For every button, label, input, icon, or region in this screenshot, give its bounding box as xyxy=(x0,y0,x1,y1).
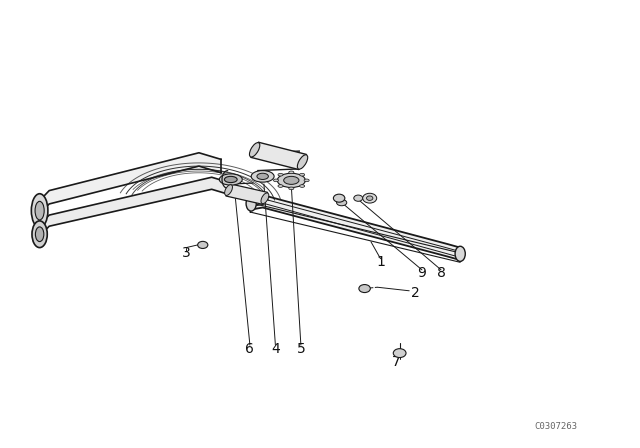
Text: C0307263: C0307263 xyxy=(534,422,577,431)
Ellipse shape xyxy=(284,177,299,185)
Ellipse shape xyxy=(225,177,237,183)
Polygon shape xyxy=(33,228,36,241)
Text: 2: 2 xyxy=(412,286,420,300)
Ellipse shape xyxy=(32,221,47,248)
Text: 8: 8 xyxy=(436,266,445,280)
Text: 4: 4 xyxy=(271,342,280,356)
Text: 7: 7 xyxy=(392,355,401,369)
Polygon shape xyxy=(36,153,221,217)
Ellipse shape xyxy=(367,196,373,200)
Ellipse shape xyxy=(337,199,347,206)
Ellipse shape xyxy=(251,171,274,182)
Polygon shape xyxy=(33,204,36,220)
Ellipse shape xyxy=(354,195,363,201)
Ellipse shape xyxy=(257,173,268,180)
Ellipse shape xyxy=(198,241,208,249)
Ellipse shape xyxy=(250,142,260,157)
Ellipse shape xyxy=(31,194,48,228)
Ellipse shape xyxy=(289,171,294,174)
Ellipse shape xyxy=(394,349,406,358)
Ellipse shape xyxy=(35,227,44,241)
Text: 9: 9 xyxy=(417,266,426,280)
Ellipse shape xyxy=(298,155,308,169)
Ellipse shape xyxy=(300,185,305,187)
Polygon shape xyxy=(226,184,268,204)
Ellipse shape xyxy=(246,196,256,211)
Text: 6: 6 xyxy=(246,342,254,356)
Ellipse shape xyxy=(289,187,294,190)
Ellipse shape xyxy=(300,173,305,176)
Polygon shape xyxy=(250,195,460,260)
Ellipse shape xyxy=(277,173,305,188)
Polygon shape xyxy=(36,177,234,240)
Ellipse shape xyxy=(225,185,232,195)
Ellipse shape xyxy=(261,193,269,204)
Ellipse shape xyxy=(35,201,44,220)
Ellipse shape xyxy=(455,246,465,261)
Text: 1: 1 xyxy=(376,255,385,269)
Ellipse shape xyxy=(363,193,377,203)
Ellipse shape xyxy=(304,179,309,182)
Ellipse shape xyxy=(333,194,345,202)
Ellipse shape xyxy=(278,173,283,176)
Polygon shape xyxy=(251,142,307,169)
Ellipse shape xyxy=(220,174,243,185)
Ellipse shape xyxy=(273,179,278,182)
Ellipse shape xyxy=(359,284,371,293)
Ellipse shape xyxy=(278,185,283,187)
Text: 3: 3 xyxy=(182,246,191,260)
Text: 5: 5 xyxy=(296,342,305,356)
